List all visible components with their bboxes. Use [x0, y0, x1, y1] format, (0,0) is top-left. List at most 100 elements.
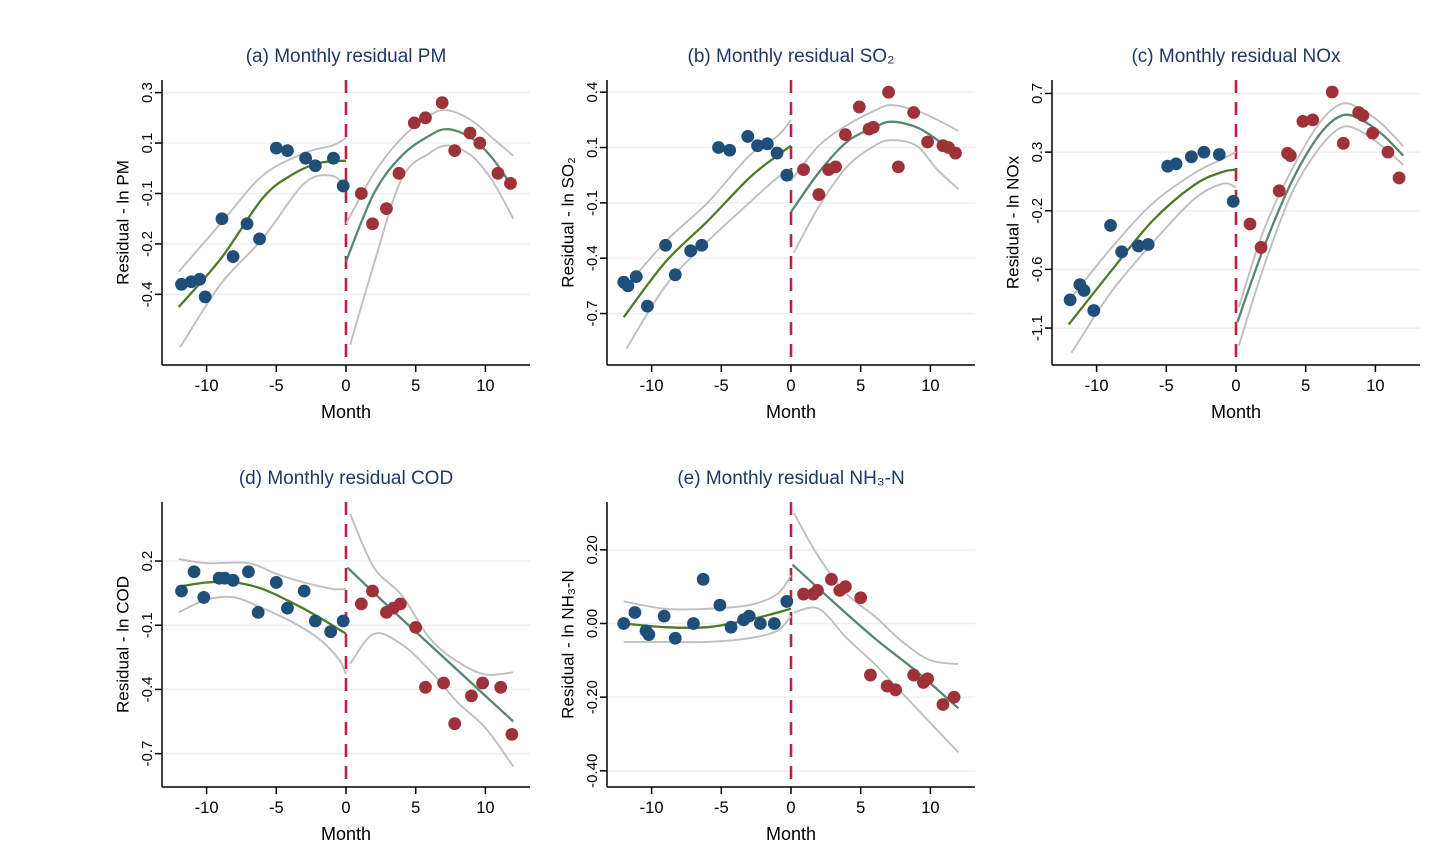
pre-point [617, 617, 631, 630]
y-tick-label: -0.7 [584, 301, 601, 327]
ci-pre-upper-curve [177, 137, 347, 273]
y-tick-label: 0.4 [584, 82, 601, 103]
pre-point [741, 130, 755, 143]
y-tick-label: -0.1 [584, 190, 601, 216]
chart-title: (d) Monthly residual COD [239, 468, 453, 489]
pre-point [1104, 219, 1117, 232]
post-point [852, 100, 866, 114]
pre-point [308, 614, 322, 628]
chart-b-monthly-residual-so2: 0.4 0.1 -0.1 -0.4 -0.7 -10 -5 0 5 10 (b) Monthly r… [558, 46, 975, 422]
ci-post-lower-curve [349, 632, 515, 768]
confidence-bands [623, 512, 959, 754]
axes [1045, 80, 1420, 372]
post-point [891, 160, 905, 174]
scatter-post-cutoff [797, 572, 961, 711]
pre-point [299, 151, 312, 165]
y-tick-label: 0.2 [139, 551, 156, 572]
post-point [476, 676, 490, 690]
y-axis-label: Residual - ln SO₂ [558, 157, 577, 287]
pre-point [713, 598, 727, 612]
pre-point [657, 609, 671, 623]
post-point [854, 591, 868, 605]
ci-pre-lower-curve [1070, 182, 1237, 354]
chart-e-monthly-residual-nh3n: 0.20 0.00 -0.20 -0.40 -10 -5 0 5 10 (e) Monthly r… [558, 468, 975, 844]
post-point [838, 580, 852, 594]
scatter-post-cutoff [354, 96, 517, 231]
ci-pre-upper-curve [1067, 151, 1237, 302]
pre-point [696, 572, 710, 586]
post-point [882, 85, 895, 99]
scatter-pre-cutoff [1063, 145, 1240, 317]
post-point [797, 587, 810, 601]
pre-point [1226, 194, 1240, 208]
pre-point [1141, 238, 1155, 251]
pre-point [197, 591, 211, 604]
y-tick-label: -1.1 [1029, 315, 1046, 341]
confidence-bands [177, 109, 515, 348]
post-point [1296, 114, 1310, 128]
confidence-bands [1067, 102, 1404, 354]
pre-point [1087, 304, 1101, 317]
pre-point [281, 144, 294, 158]
y-tick-label: -0.4 [139, 676, 156, 702]
y-tick-label: -0.1 [139, 612, 156, 638]
x-tick-label: -10 [640, 377, 664, 395]
pre-point [724, 620, 738, 634]
y-tick-label: 0.3 [1029, 142, 1046, 163]
pre-point [628, 606, 642, 619]
post-point [393, 597, 407, 611]
post-point [505, 727, 519, 741]
chart-title: (a) Monthly residual PM [246, 46, 447, 67]
pre-point [668, 631, 682, 645]
y-axis-label: Residual - ln NOx [1003, 155, 1022, 289]
pre-point [308, 159, 322, 173]
y-axis-label: Residual - ln COD [113, 576, 132, 713]
scatter-post-cutoff [354, 584, 519, 741]
pre-point [1197, 145, 1211, 159]
ci-post-lower-curve [792, 139, 959, 254]
post-point [392, 166, 406, 180]
pre-point [336, 614, 350, 628]
post-point [907, 106, 921, 119]
x-tick-label: 10 [476, 377, 494, 395]
x-tick-label: -10 [640, 799, 664, 817]
post-point [825, 572, 838, 586]
scatter-post-cutoff [1243, 85, 1406, 254]
pre-point [1169, 157, 1183, 171]
y-tick-label: -0.4 [139, 281, 156, 307]
post-point [437, 676, 450, 690]
x-tick-label: 10 [476, 799, 494, 817]
post-point [921, 135, 935, 149]
x-tick-label: 5 [856, 377, 865, 395]
pre-point [198, 290, 212, 304]
pre-point [215, 212, 229, 226]
chart-title: (b) Monthly residual SO₂ [688, 46, 895, 67]
post-point [463, 126, 477, 140]
pre-point [269, 576, 283, 589]
chart-a-monthly-residual-pm: 0.3 0.1 -0.1 -0.2 -0.4 -10 -5 0 5 10 (a) Monthly r… [113, 46, 530, 422]
x-tick-label: 10 [1366, 377, 1384, 395]
x-tick-label: 5 [856, 799, 865, 817]
chart-panel-b: 0.4 0.1 -0.1 -0.4 -0.7 -10 -5 0 5 10 (b) Monthly r… [555, 30, 1000, 440]
x-tick-label: 5 [411, 377, 420, 395]
pre-point [226, 250, 240, 263]
post-point [409, 620, 423, 634]
post-point [366, 217, 379, 231]
pre-point [297, 584, 311, 598]
pre-point [659, 238, 672, 252]
x-tick-label: 10 [921, 377, 939, 395]
post-point [1392, 171, 1406, 185]
pre-point [193, 272, 207, 286]
post-point [949, 146, 962, 160]
ci-post-upper-curve [1237, 102, 1404, 308]
pre-point [642, 628, 656, 641]
pre-point [240, 217, 254, 231]
post-point [1306, 113, 1320, 127]
post-point [921, 672, 935, 686]
axes [600, 502, 975, 794]
x-tick-label: 10 [921, 799, 939, 817]
scatter-pre-cutoff [175, 565, 350, 639]
ci-post-lower-curve [349, 144, 515, 346]
post-point [380, 202, 393, 216]
